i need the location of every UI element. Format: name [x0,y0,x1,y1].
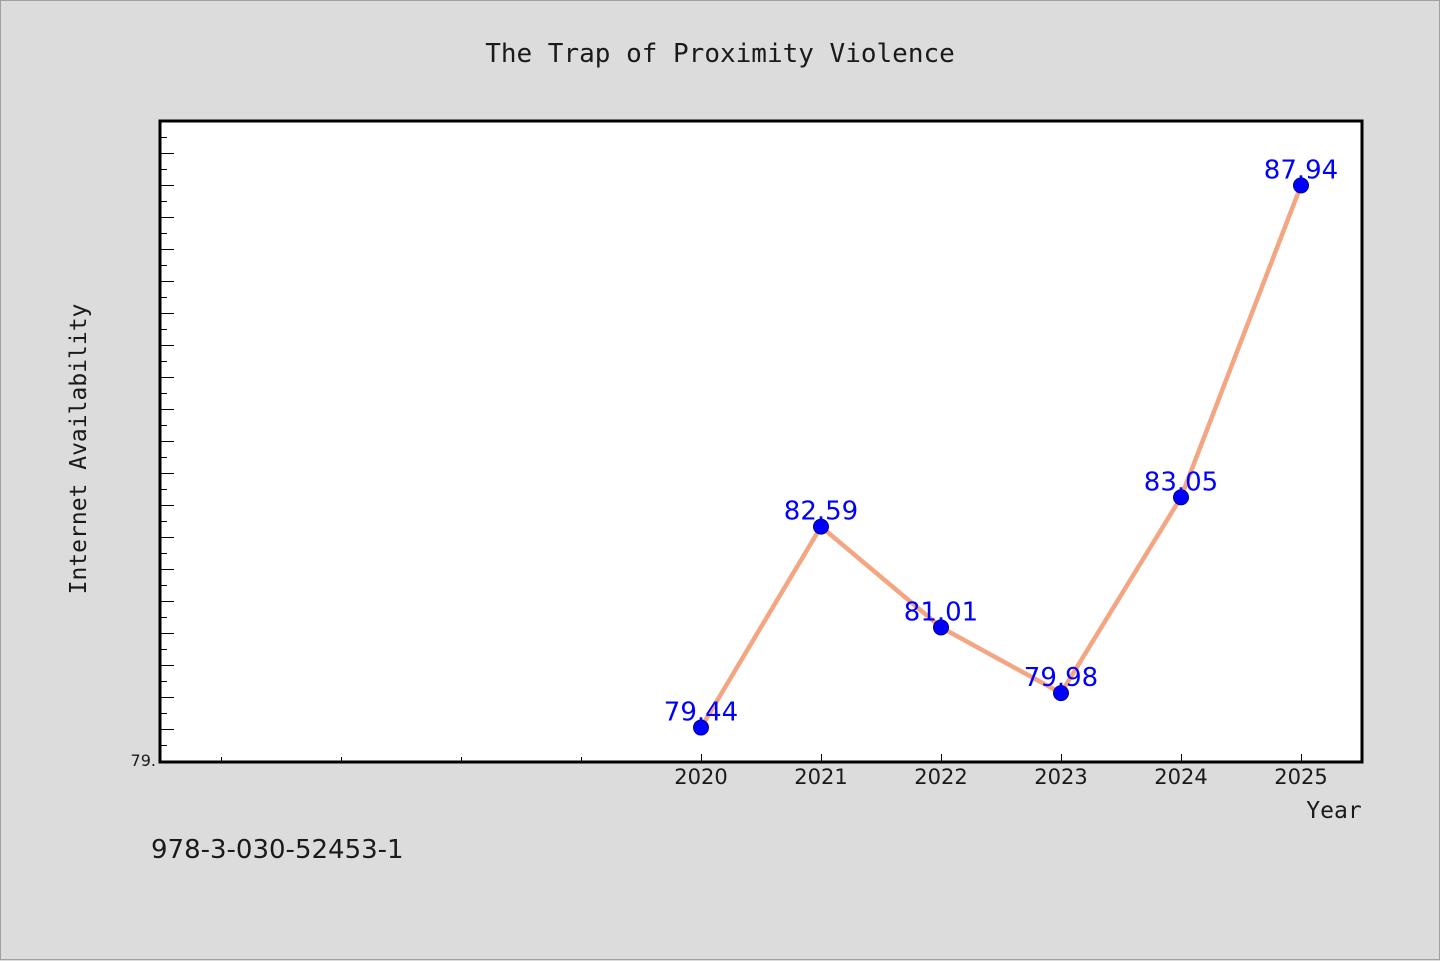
data-point [693,719,709,736]
data-point [1293,177,1309,194]
data-point [1053,685,1069,702]
data-labels: 79.44 82.59 81.01 79.98 83.05 87.94 [664,155,1338,727]
data-point [933,619,949,636]
data-label: 79.98 [1024,663,1098,693]
x-tick-label: 2024 [1154,765,1207,789]
x-tick-label: 2023 [1034,765,1087,789]
x-axis-label: Year [1306,798,1361,824]
data-label: 83.05 [1144,467,1218,497]
x-axis-tick-labels: 2020 2021 2022 2023 2024 2025 [674,765,1327,789]
x-axis-ticks [221,754,1302,762]
series-line [698,183,1304,730]
data-label: 82.59 [784,497,858,527]
x-tick-label: 2025 [1274,765,1327,789]
y-axis-tick-labels: 79. [131,751,156,770]
data-markers [693,177,1309,736]
y-axis-label: Internet Availability [66,304,92,595]
data-point [1173,489,1189,506]
data-point [813,518,829,535]
data-label: 79.44 [664,698,738,728]
y-tick-label: 79. [131,751,156,770]
data-label: 87.94 [1264,155,1338,185]
data-label: 81.01 [904,597,978,627]
x-tick-label: 2022 [914,765,967,789]
x-tick-label: 2020 [674,765,727,789]
plot-area [158,119,1364,764]
y-axis-ticks [160,137,174,762]
isbn-text: 978-3-030-52453-1 [151,835,404,865]
chart-title: The Trap of Proximity Violence [485,39,955,69]
x-tick-label: 2021 [794,765,847,789]
